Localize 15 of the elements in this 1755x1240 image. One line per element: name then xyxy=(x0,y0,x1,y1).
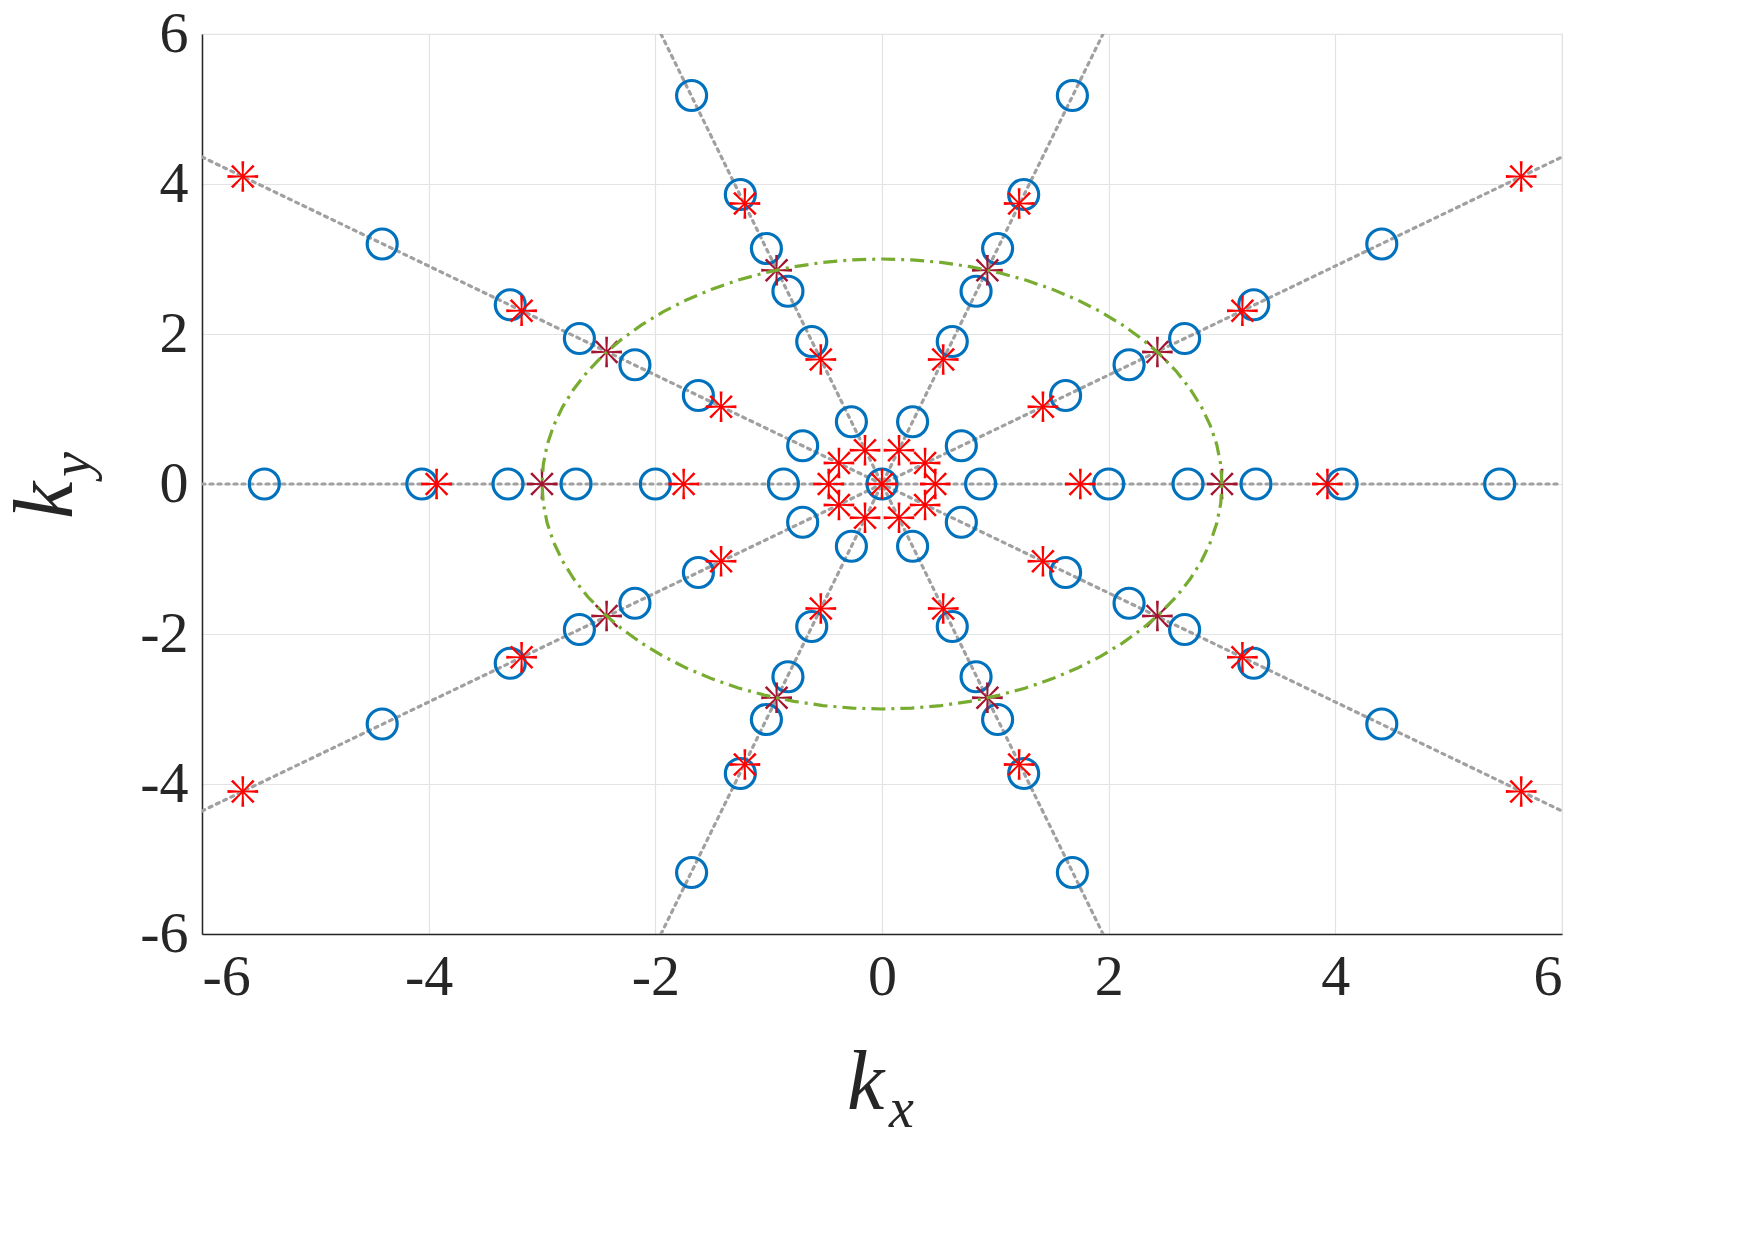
y-tick-label: -2 xyxy=(140,599,189,665)
x-tick-label: 2 xyxy=(1094,942,1124,1008)
y-tick-label: -6 xyxy=(140,899,189,965)
y-tick-label: 2 xyxy=(159,299,189,365)
y-tick-label: 4 xyxy=(159,149,189,215)
y-tick-label: 0 xyxy=(159,449,189,515)
x-tick-label: -2 xyxy=(631,942,680,1008)
x-tick-label: 6 xyxy=(1533,942,1563,1008)
y-axis-title: ky xyxy=(0,452,102,519)
x-tick-label: 0 xyxy=(868,942,897,1008)
y-tick-label: -4 xyxy=(140,749,189,815)
x-tick-label: -6 xyxy=(202,942,251,1008)
x-tick-label: 4 xyxy=(1321,942,1351,1008)
x-tick-label: -4 xyxy=(405,942,454,1008)
y-tick-label: 6 xyxy=(159,0,189,65)
